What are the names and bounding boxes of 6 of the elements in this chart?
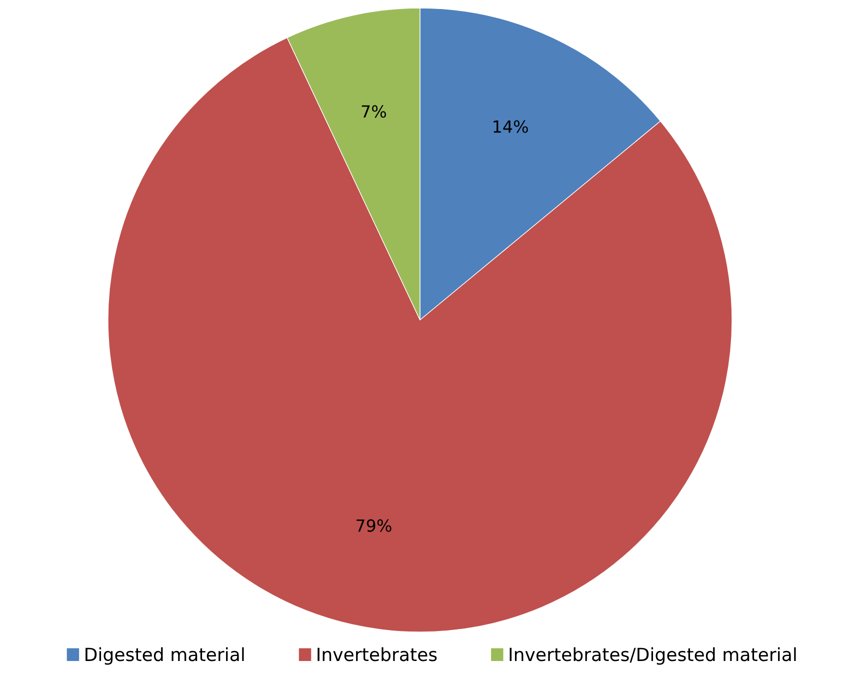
data-label: 79% [356,519,392,532]
legend-label: Digested material [86,647,244,665]
legend-label: Invertebrates/Digested material [510,647,796,665]
data-label: 14% [494,120,528,133]
legend-label: Invertebrates [318,647,437,662]
data-label: 7% [362,105,386,118]
